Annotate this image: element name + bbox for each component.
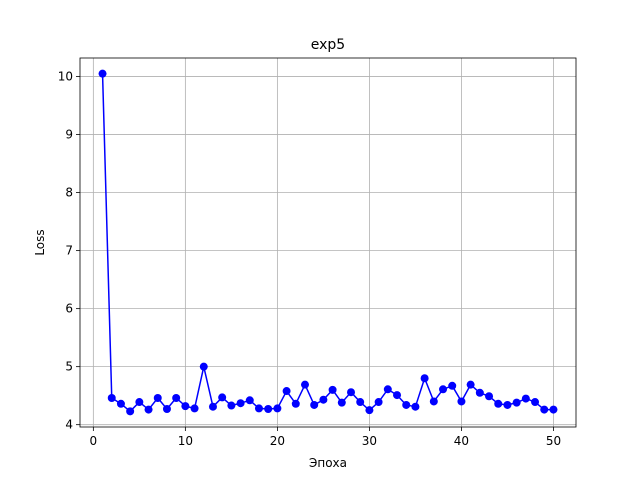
grid-lines: [80, 58, 576, 427]
x-tick-label: 10: [178, 434, 193, 448]
data-point: [383, 385, 392, 394]
chart-title: exp5: [311, 37, 345, 53]
data-point: [457, 397, 466, 406]
data-point: [429, 397, 438, 406]
data-point: [503, 400, 512, 409]
data-point: [162, 405, 171, 414]
x-axis-label: Эпоха: [309, 456, 347, 470]
data-point: [144, 405, 153, 414]
data-point: [190, 404, 199, 413]
data-point: [107, 393, 116, 402]
data-point: [245, 396, 254, 405]
data-point: [98, 69, 107, 78]
y-tick-label: 8: [65, 186, 73, 200]
data-point: [291, 399, 300, 408]
data-point: [319, 395, 328, 404]
data-point: [521, 394, 530, 403]
data-point: [374, 398, 383, 407]
data-point: [420, 374, 429, 383]
y-tick-label: 9: [65, 128, 73, 142]
y-tick-label: 6: [65, 302, 73, 316]
x-tick-label: 30: [362, 434, 377, 448]
axis-ticks: 0 10 20 30 40 50 4 5 6 7 8 9 10: [58, 70, 561, 448]
data-point: [494, 399, 503, 408]
data-point: [254, 404, 263, 413]
x-tick-label: 50: [546, 434, 561, 448]
data-series: [98, 69, 558, 416]
data-point: [402, 400, 411, 409]
data-point: [337, 398, 346, 407]
data-point: [356, 398, 365, 407]
data-point: [172, 393, 181, 402]
data-point: [126, 407, 135, 416]
data-point: [475, 388, 484, 397]
data-point: [485, 392, 494, 401]
y-tick-label: 10: [58, 70, 73, 84]
y-tick-label: 4: [65, 418, 73, 432]
data-point: [531, 398, 540, 407]
data-point: [393, 391, 402, 400]
data-point: [181, 402, 190, 411]
data-point: [540, 405, 549, 414]
data-point: [549, 405, 558, 414]
y-tick-label: 7: [65, 244, 73, 258]
data-point: [273, 404, 282, 413]
data-point: [365, 406, 374, 415]
plot-frame: [79, 57, 577, 428]
data-point: [264, 405, 273, 414]
x-tick-label: 40: [454, 434, 469, 448]
data-point: [347, 388, 356, 397]
data-point: [218, 393, 227, 402]
data-point: [466, 380, 475, 389]
data-point: [227, 401, 236, 410]
data-point: [135, 398, 144, 407]
data-point: [153, 393, 162, 402]
data-point: [328, 385, 337, 394]
data-point: [116, 399, 125, 408]
data-point: [448, 381, 457, 390]
y-axis-label: Loss: [33, 229, 47, 255]
x-tick-label: 0: [90, 434, 98, 448]
data-point: [439, 385, 448, 394]
x-tick-label: 20: [270, 434, 285, 448]
data-point: [208, 402, 217, 411]
data-point: [411, 402, 420, 411]
data-point: [236, 399, 245, 408]
y-tick-label: 5: [65, 360, 73, 374]
data-point: [512, 398, 521, 407]
data-point: [310, 400, 319, 409]
data-point: [199, 362, 208, 371]
data-point: [282, 387, 291, 396]
data-point: [300, 380, 309, 389]
